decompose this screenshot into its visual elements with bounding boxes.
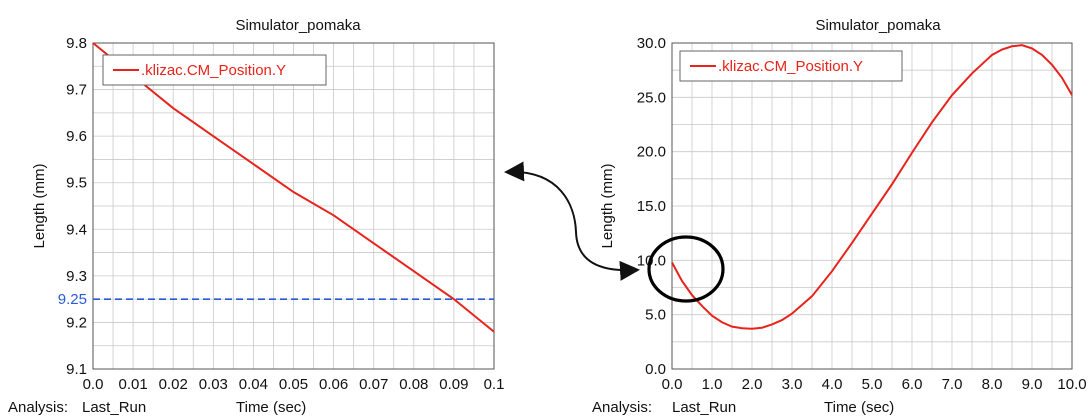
x-tick-label: 1.0 xyxy=(702,376,723,393)
left-chart-x-ticks: 0.0 0.01 0.02 0.03 0.04 0.05 0.06 0.07 0.08 0.09 0… xyxy=(83,376,505,393)
y-tick-label: 9.7 xyxy=(66,82,87,99)
y-tick-label: 0.0 xyxy=(645,361,666,378)
right-analysis-label: Analysis: xyxy=(592,399,652,416)
reference-line-label: 9.25 xyxy=(58,291,87,308)
x-tick-label: 0.04 xyxy=(239,376,268,393)
y-tick-label: 5.0 xyxy=(645,307,666,324)
x-tick-label: 8.0 xyxy=(982,376,1003,393)
left-legend-box xyxy=(102,54,327,86)
right-chart-grid xyxy=(672,43,1072,369)
left-chart: Simulator_pomaka 0.0 0.01 0.02 0.03 0.04 0.05… xyxy=(8,17,504,416)
left-chart-title: Simulator_pomaka xyxy=(235,17,361,34)
left-analysis-label: Analysis: xyxy=(8,399,68,416)
right-chart-x-axis-label: Time (sec) xyxy=(824,399,894,416)
highlight-circle xyxy=(647,235,725,303)
y-tick-label: 30.0 xyxy=(637,35,666,52)
right-chart-x-ticks: 0.0 1.0 2.0 3.0 4.0 5.0 6.0 7.0 8.0 9.0 10.0 xyxy=(662,376,1087,393)
x-tick-label: 5.0 xyxy=(862,376,883,393)
right-legend-box xyxy=(679,50,903,82)
y-tick-label: 9.3 xyxy=(66,268,87,285)
x-tick-label: 0.02 xyxy=(159,376,188,393)
left-chart-legend: .klizac.CM_Position.Y xyxy=(102,54,327,86)
right-chart: Simulator_pomaka 0.0 1.0 2.0 3.0 4.0 5.0 6.0 7.… xyxy=(592,17,1087,416)
left-analysis-value: Last_Run xyxy=(82,399,146,416)
right-chart-y-ticks: 0.05.010.015.020.025.030.0 xyxy=(637,35,666,378)
x-tick-label: 0.0 xyxy=(83,376,104,393)
x-tick-label: 6.0 xyxy=(902,376,923,393)
x-tick-label: 4.0 xyxy=(822,376,843,393)
left-chart-series-line xyxy=(92,42,495,333)
x-tick-label: 0.06 xyxy=(319,376,348,393)
connector-arrow xyxy=(504,161,640,281)
left-chart-x-axis-label: Time (sec) xyxy=(236,399,306,416)
left-legend-label: .klizac.CM_Position.Y xyxy=(141,62,286,79)
y-tick-label: 9.5 xyxy=(66,175,87,192)
y-tick-label: 9.1 xyxy=(66,361,87,378)
x-tick-label: 0.07 xyxy=(359,376,388,393)
left-chart-y-axis-label: Length (mm) xyxy=(31,163,48,248)
right-analysis-value: Last_Run xyxy=(672,399,736,416)
right-legend-label: .klizac.CM_Position.Y xyxy=(718,58,863,75)
left-chart-y-ticks: 9.1 9.2 9.3 9.4 9.5 9.6 9.7 9.8 xyxy=(66,35,87,378)
right-chart-title: Simulator_pomaka xyxy=(815,17,941,34)
x-tick-label: 3.0 xyxy=(782,376,803,393)
right-chart-plot-frame xyxy=(671,42,1073,370)
x-tick-label: 0.05 xyxy=(279,376,308,393)
y-tick-label: 20.0 xyxy=(637,144,666,161)
x-tick-label: 0.03 xyxy=(199,376,228,393)
right-chart-series-line xyxy=(671,44,1073,330)
x-tick-label: 0.0 xyxy=(662,376,683,393)
y-tick-label: 25.0 xyxy=(637,89,666,106)
right-chart-y-axis-label: Length (mm) xyxy=(599,163,616,248)
x-tick-label: 10.0 xyxy=(1057,376,1086,393)
x-tick-label: 9.0 xyxy=(1022,376,1043,393)
x-tick-label: 0.1 xyxy=(484,376,505,393)
y-tick-label: 9.6 xyxy=(66,128,87,145)
x-tick-label: 7.0 xyxy=(942,376,963,393)
y-tick-label: 9.8 xyxy=(66,35,87,52)
right-chart-legend: .klizac.CM_Position.Y xyxy=(679,50,903,82)
y-tick-label: 9.4 xyxy=(66,221,87,238)
x-tick-label: 2.0 xyxy=(742,376,763,393)
y-tick-label: 9.2 xyxy=(66,314,87,331)
x-tick-label: 0.09 xyxy=(439,376,468,393)
x-tick-label: 0.01 xyxy=(118,376,147,393)
x-tick-label: 0.08 xyxy=(399,376,428,393)
y-tick-label: 15.0 xyxy=(637,198,666,215)
left-chart-plot-frame xyxy=(92,42,495,370)
left-chart-grid xyxy=(93,43,494,369)
